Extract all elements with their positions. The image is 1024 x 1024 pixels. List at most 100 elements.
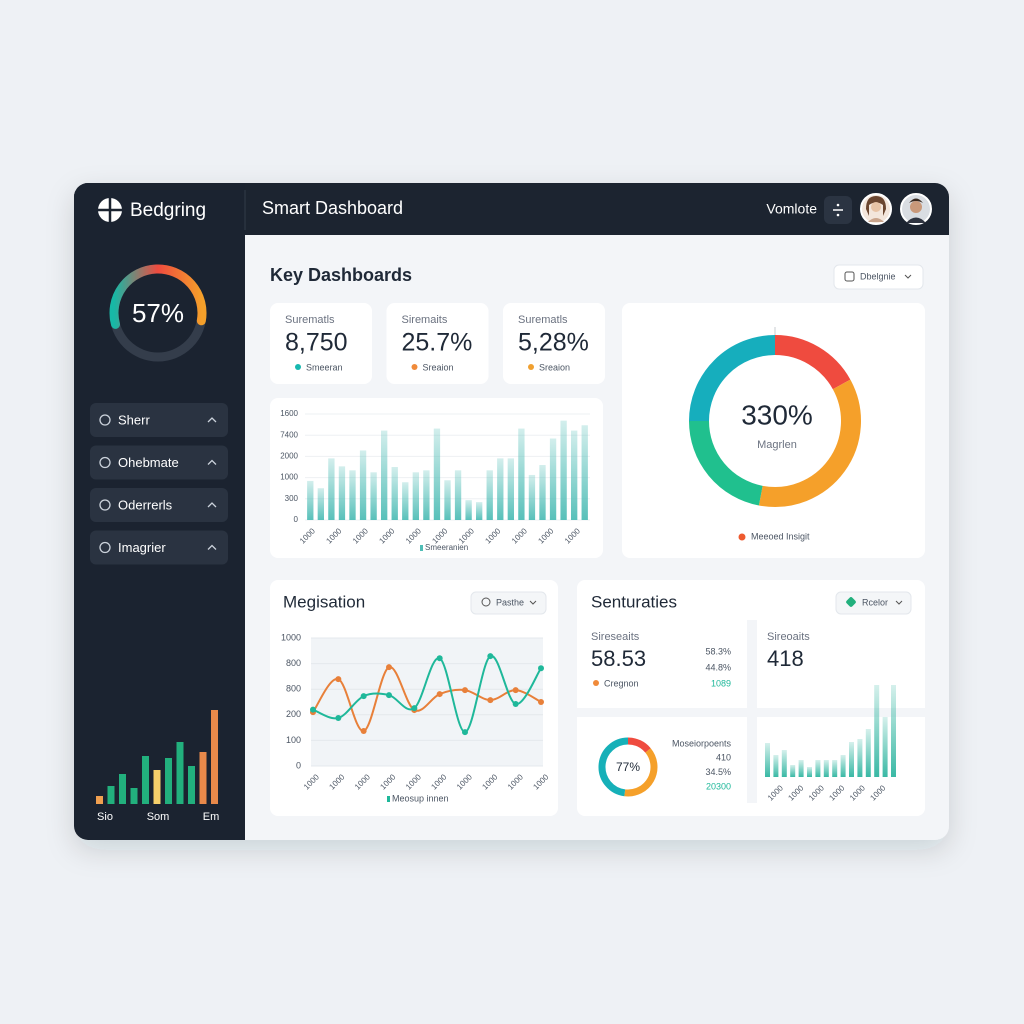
- bar: [857, 739, 863, 777]
- bar: [465, 500, 472, 520]
- stat-label: Sireseaits: [591, 631, 640, 643]
- y-tick-label: 1600: [280, 409, 298, 418]
- stat-note: Sreaion: [539, 362, 570, 372]
- filter-dropdown[interactable]: Dbelgnie: [833, 264, 924, 290]
- menu-item[interactable]: [90, 530, 228, 565]
- bar: [560, 420, 567, 520]
- bar: [815, 760, 821, 777]
- point: [487, 697, 494, 704]
- legend-label: Meeoed Insigit: [751, 531, 810, 541]
- bar: [338, 466, 346, 520]
- donut-segment: [627, 737, 651, 753]
- bar: [874, 685, 880, 777]
- bar: [518, 428, 525, 520]
- legend-dot: [528, 364, 534, 370]
- donut-center: 330%: [741, 399, 813, 430]
- bar: [807, 767, 812, 777]
- bar: [199, 752, 207, 804]
- y-tick-label: 0: [294, 515, 299, 524]
- y-tick-label: 7400: [280, 430, 298, 439]
- stat-value: 5,28%: [518, 329, 589, 357]
- gauge-title: Moseiorpoents: [672, 738, 732, 748]
- stat-note: Sreaion: [423, 362, 454, 372]
- avatar[interactable]: [860, 193, 892, 225]
- menu-icon: [99, 414, 111, 426]
- gap: [747, 803, 757, 816]
- bar: [328, 458, 335, 520]
- bar: [130, 788, 138, 804]
- bar: [444, 480, 451, 520]
- point: [462, 687, 468, 694]
- filter-label: Pasthe: [496, 597, 524, 607]
- bar: [832, 760, 838, 777]
- filter-dropdown[interactable]: Pasthe: [470, 591, 547, 615]
- user-name: Vomlote: [766, 201, 817, 217]
- gauge-label: 57%: [132, 298, 184, 328]
- page-title: Smart Dashboard: [262, 198, 403, 218]
- bar: [581, 425, 588, 520]
- legend-swatch: [387, 796, 390, 802]
- menu-icon: [99, 456, 111, 469]
- bar: [349, 470, 356, 520]
- line: [312, 666, 542, 733]
- y-tick-label: 200: [286, 709, 301, 719]
- stat-value: 418: [767, 646, 804, 671]
- y-tick-label: 800: [286, 658, 301, 668]
- menu-item[interactable]: [90, 488, 228, 522]
- bar: [317, 488, 324, 520]
- menu-label: Sherr: [118, 412, 150, 427]
- line: [312, 655, 542, 734]
- menu-item[interactable]: [90, 445, 228, 480]
- chevron: [207, 417, 217, 423]
- legend-label: Cregnon: [604, 678, 639, 688]
- stat: 20300: [706, 781, 731, 791]
- menu-item[interactable]: [90, 403, 228, 437]
- y-tick-label: 2000: [280, 452, 298, 461]
- point: [386, 692, 392, 699]
- toggle-button[interactable]: [824, 196, 852, 224]
- section-title: Key Dashboards: [270, 265, 412, 285]
- menu-icon: [99, 541, 111, 554]
- gauge-arc: [109, 264, 207, 329]
- card: [622, 303, 925, 558]
- bar: [402, 482, 409, 520]
- point: [462, 729, 468, 736]
- bar: [882, 717, 888, 777]
- bar: [176, 742, 184, 804]
- donut-segment: [689, 335, 776, 422]
- bar: [433, 428, 441, 520]
- legend-dot: [411, 364, 418, 370]
- stat-value: 8,750: [285, 329, 348, 357]
- legend-dot: [738, 533, 746, 541]
- point: [335, 676, 342, 683]
- point: [512, 701, 519, 708]
- menu-label: Imagrier: [118, 540, 166, 555]
- bar: [528, 474, 536, 520]
- filter-dropdown[interactable]: Rcelor: [835, 591, 912, 615]
- bar: [307, 480, 314, 520]
- y-tick-label: 1000: [281, 632, 301, 642]
- donut-segment: [774, 335, 851, 390]
- bar: [153, 770, 161, 804]
- bar: [370, 472, 377, 520]
- donut-segment: [689, 420, 763, 506]
- point: [436, 691, 443, 698]
- legend-label: Meosup innen: [392, 793, 449, 803]
- y-tick-label: 300: [285, 494, 299, 503]
- stat-card: [386, 303, 489, 384]
- axis-label: Sio: [97, 811, 113, 823]
- avatar[interactable]: [900, 193, 932, 225]
- stat: 58.3%: [705, 646, 731, 656]
- bar: [381, 430, 388, 520]
- stat-note: Smeeran: [306, 362, 343, 372]
- point: [360, 693, 367, 700]
- point: [487, 653, 494, 660]
- bar: [107, 786, 115, 804]
- bar: [773, 755, 779, 777]
- point: [411, 705, 418, 712]
- stat-value: 25.7%: [402, 329, 473, 357]
- bar: [96, 796, 103, 804]
- gap: [747, 620, 757, 816]
- bar: [359, 450, 367, 520]
- legend-swatch: [420, 545, 423, 551]
